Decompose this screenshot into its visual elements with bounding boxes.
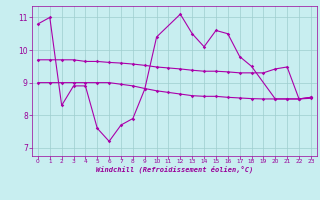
X-axis label: Windchill (Refroidissement éolien,°C): Windchill (Refroidissement éolien,°C) xyxy=(96,166,253,173)
